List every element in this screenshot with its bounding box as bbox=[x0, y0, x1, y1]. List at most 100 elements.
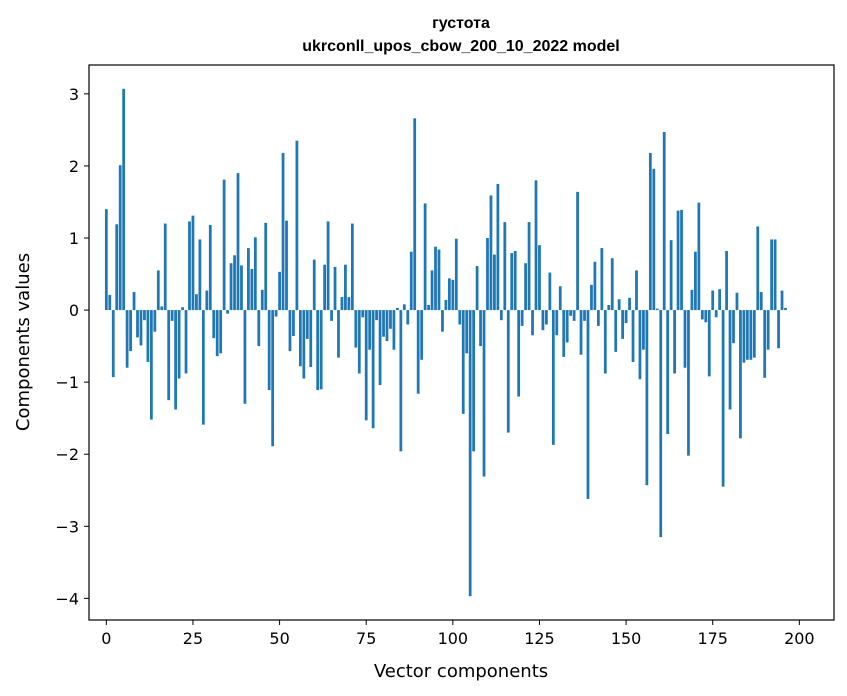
bar bbox=[285, 220, 288, 311]
bar bbox=[378, 310, 382, 386]
bar bbox=[683, 310, 687, 368]
bar bbox=[104, 209, 108, 311]
bar bbox=[527, 222, 531, 311]
bar bbox=[749, 310, 753, 360]
bar bbox=[742, 310, 746, 363]
bar bbox=[264, 222, 268, 311]
chart-subtitle: ukrconll_upos_cbow_200_10_2022 model bbox=[302, 38, 619, 55]
bar bbox=[659, 310, 663, 538]
bar bbox=[177, 310, 181, 379]
bar bbox=[444, 299, 448, 311]
y-tick-label: 3 bbox=[69, 85, 79, 104]
bar bbox=[732, 310, 735, 344]
bar bbox=[125, 310, 129, 368]
bar bbox=[108, 294, 112, 311]
bar bbox=[669, 240, 673, 311]
bar bbox=[586, 310, 590, 499]
bar bbox=[115, 224, 119, 311]
bar bbox=[441, 310, 444, 332]
bar bbox=[402, 304, 406, 311]
bar bbox=[195, 294, 198, 311]
bar bbox=[447, 278, 451, 311]
bar bbox=[714, 310, 718, 318]
y-axis-ticks: −4 −3 −2 −1 0 1 2 3 bbox=[55, 85, 89, 608]
bar bbox=[458, 310, 462, 325]
bar bbox=[146, 310, 150, 362]
bar bbox=[389, 310, 392, 329]
x-tick-label: 150 bbox=[611, 629, 642, 648]
bar bbox=[451, 279, 455, 311]
bar bbox=[486, 237, 489, 311]
bar bbox=[694, 251, 697, 311]
bar bbox=[416, 310, 420, 394]
y-tick-label: −4 bbox=[55, 589, 79, 608]
bar bbox=[763, 310, 767, 378]
bar bbox=[545, 310, 548, 325]
bar bbox=[735, 292, 739, 311]
bar bbox=[278, 271, 281, 311]
bar bbox=[368, 310, 372, 350]
bar bbox=[292, 310, 295, 337]
bar bbox=[253, 237, 257, 311]
bar bbox=[569, 310, 573, 316]
bar bbox=[784, 307, 787, 311]
bar bbox=[468, 310, 472, 597]
bar bbox=[143, 310, 146, 321]
bar bbox=[247, 248, 250, 311]
bar bbox=[201, 310, 205, 425]
bar bbox=[496, 183, 500, 311]
bar bbox=[226, 310, 229, 314]
bar bbox=[323, 264, 327, 311]
bar bbox=[260, 289, 264, 311]
y-tick-label: −1 bbox=[55, 373, 79, 392]
x-axis-label: Vector components bbox=[374, 661, 548, 682]
bar bbox=[745, 310, 749, 360]
bar bbox=[354, 310, 358, 348]
bar bbox=[538, 245, 541, 311]
bar bbox=[610, 258, 614, 311]
chart-title: густота bbox=[432, 15, 490, 32]
bar bbox=[655, 308, 659, 311]
bar bbox=[413, 118, 417, 311]
bar bbox=[281, 152, 285, 311]
bar bbox=[191, 215, 195, 311]
bar bbox=[479, 310, 482, 347]
bar bbox=[305, 310, 309, 339]
bar bbox=[635, 270, 638, 311]
bar bbox=[555, 310, 559, 336]
bar bbox=[593, 261, 597, 311]
bar bbox=[576, 191, 579, 311]
bar bbox=[766, 310, 770, 350]
bar bbox=[111, 310, 115, 378]
x-tick-label: 175 bbox=[697, 629, 728, 648]
bar bbox=[205, 290, 209, 311]
bar bbox=[250, 268, 254, 311]
bar bbox=[680, 209, 683, 311]
bar bbox=[229, 263, 233, 311]
y-tick-label: 1 bbox=[69, 229, 79, 248]
bar bbox=[628, 297, 631, 311]
bar bbox=[295, 140, 299, 311]
x-axis-ticks: 0 25 50 75 100 125 150 175 200 bbox=[101, 620, 815, 648]
bar bbox=[648, 152, 652, 311]
bar bbox=[350, 223, 354, 311]
bar bbox=[562, 310, 566, 357]
bar-series bbox=[104, 88, 787, 597]
y-tick-label: 0 bbox=[69, 301, 79, 320]
bar bbox=[375, 310, 378, 321]
bar bbox=[240, 265, 243, 311]
bar bbox=[219, 310, 223, 354]
y-axis-label: Components values bbox=[13, 253, 34, 431]
bar bbox=[697, 202, 701, 311]
bar bbox=[603, 310, 607, 374]
bar bbox=[752, 310, 756, 358]
bar bbox=[513, 250, 517, 311]
bar bbox=[385, 310, 389, 342]
plot-frame bbox=[88, 64, 835, 621]
y-tick-label: 2 bbox=[69, 157, 79, 176]
bar bbox=[337, 310, 340, 358]
bar bbox=[499, 310, 503, 321]
bar bbox=[198, 239, 202, 311]
bar bbox=[174, 310, 178, 410]
